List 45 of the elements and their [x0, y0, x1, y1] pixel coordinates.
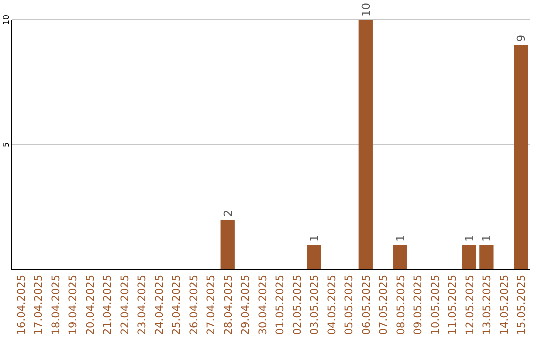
x-tick-label: 30.04.2025 [257, 275, 270, 336]
data-label: 2 [222, 210, 235, 217]
x-tick-label: 06.05.2025 [360, 275, 373, 336]
x-tick-label: 09.05.2025 [412, 275, 425, 336]
x-tick-label: 12.05.2025 [464, 275, 476, 336]
x-tick-label: 23.04.2025 [136, 275, 149, 336]
data-label: 1 [394, 235, 408, 242]
x-tick-label: 22.04.2025 [119, 275, 132, 336]
x-tick-label: 16.04.2025 [16, 275, 28, 336]
x-tick-label: 11.05.2025 [447, 275, 460, 336]
x-tick-label: 20.04.2025 [84, 275, 97, 336]
x-tick-label: 21.04.2025 [102, 275, 114, 336]
x-tick-label: 02.05.2025 [292, 275, 304, 336]
x-tick-label: 08.05.2025 [395, 275, 408, 336]
x-tick-label: 28.04.2025 [222, 275, 235, 336]
x-tick-label: 24.04.2025 [154, 275, 166, 336]
bar [514, 45, 528, 270]
bar [480, 245, 494, 270]
x-tick-label: 15.05.2025 [516, 275, 528, 336]
x-tick-label: 13.05.2025 [482, 275, 494, 336]
bar [462, 245, 477, 270]
bar [393, 245, 408, 270]
x-tick-label: 17.04.2025 [33, 275, 46, 336]
data-label: 1 [480, 235, 494, 242]
x-tick-label: 01.05.2025 [274, 275, 287, 336]
x-tick-label: 10.05.2025 [430, 275, 442, 336]
bar [307, 245, 322, 270]
x-tick-label: 03.05.2025 [309, 275, 322, 336]
data-label: 1 [308, 235, 322, 242]
x-tick-label: 14.05.2025 [498, 275, 511, 336]
x-tick-label: 04.05.2025 [326, 275, 338, 336]
x-tick-label: 26.04.2025 [188, 275, 200, 336]
x-tick-label: 07.05.2025 [378, 275, 390, 336]
data-label: 1 [463, 235, 476, 242]
x-tick-label: 19.04.2025 [68, 275, 80, 336]
x-tick-label: 05.05.2025 [344, 275, 356, 336]
y-tick-label: 5 [2, 142, 11, 148]
x-tick-label: 18.04.2025 [50, 275, 62, 336]
bar [220, 220, 235, 270]
x-tick-label: 29.04.2025 [240, 275, 252, 336]
bar [358, 20, 373, 270]
x-tick-label: 25.04.2025 [171, 275, 184, 336]
x-tick-label: 27.04.2025 [206, 275, 218, 336]
data-label: 10 [360, 3, 373, 17]
data-label: 9 [515, 35, 528, 42]
